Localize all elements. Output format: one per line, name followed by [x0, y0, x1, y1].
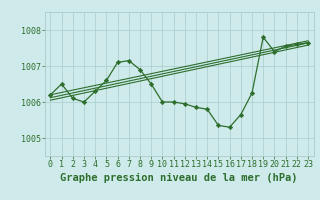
X-axis label: Graphe pression niveau de la mer (hPa): Graphe pression niveau de la mer (hPa) [60, 173, 298, 183]
